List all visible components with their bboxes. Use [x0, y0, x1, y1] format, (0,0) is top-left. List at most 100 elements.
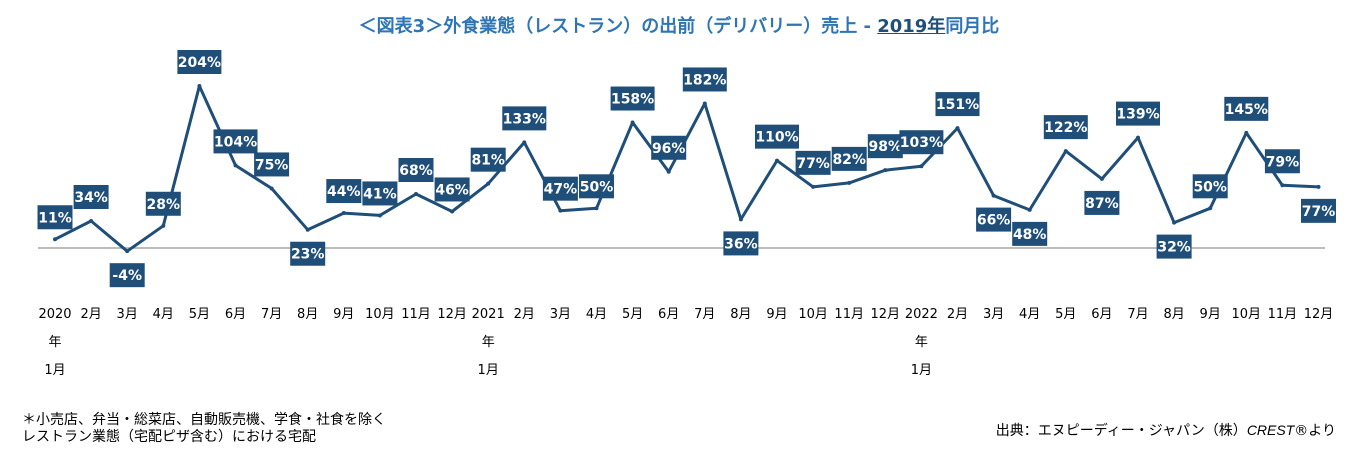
data-label-text: 145%	[1225, 102, 1268, 118]
data-label-text: 122%	[1044, 120, 1087, 136]
data-label-box	[755, 124, 799, 149]
x-tick-label: 11月	[834, 307, 864, 322]
x-tick-label: 2月	[947, 307, 968, 322]
data-label-box	[610, 86, 655, 111]
data-label: 139%	[1116, 101, 1160, 126]
data-label-box	[1043, 115, 1088, 140]
chart-title-year: 2019年	[877, 16, 946, 37]
x-tick-label: 5月	[622, 307, 643, 322]
data-label: 34%	[73, 185, 109, 209]
data-label-text: 182%	[683, 72, 726, 88]
data-point	[450, 209, 455, 214]
data-point	[738, 217, 743, 222]
x-tick-label: 2021 年 1月	[472, 307, 505, 378]
data-label-text: 139%	[1116, 107, 1159, 123]
data-label-text: 23%	[291, 247, 325, 263]
data-point	[161, 223, 166, 228]
data-label-box	[1264, 149, 1300, 174]
data-label: 79%	[1264, 149, 1300, 174]
data-label-box	[723, 231, 759, 256]
data-label: 48%	[1012, 221, 1048, 246]
data-point	[414, 192, 418, 196]
data-label-text: 82%	[832, 152, 866, 168]
data-label-box	[73, 185, 109, 209]
data-label-box	[976, 207, 1012, 232]
x-tick-label: 11月	[1268, 307, 1298, 322]
data-point	[305, 227, 310, 232]
data-label-box	[1301, 198, 1336, 223]
data-label-box	[502, 106, 547, 131]
footnote-line-2: レストラン業態（宅配ピザ含む）における宅配	[22, 429, 316, 445]
data-label-text: 44%	[327, 184, 361, 200]
data-point	[775, 158, 779, 163]
data-label: 50%	[1192, 174, 1228, 199]
data-point	[1208, 206, 1213, 211]
data-label: 103%	[899, 130, 944, 155]
data-label: 98%	[867, 134, 903, 159]
data-point	[1244, 130, 1249, 135]
data-label-text: 34%	[74, 190, 108, 206]
x-tick-label: 12月	[1304, 307, 1334, 322]
data-label: 75%	[254, 152, 290, 177]
x-tick-label: 3月	[983, 307, 1004, 322]
data-label: 41%	[362, 181, 398, 206]
data-label-text: 48%	[1013, 227, 1047, 243]
x-tick-label: 11月	[401, 307, 431, 322]
source-credit: 出典：エヌピーディー・ジャパン（株）CREST®より	[996, 420, 1336, 440]
data-label: 151%	[935, 92, 980, 117]
data-label-text: 77%	[1302, 204, 1336, 220]
data-label: 50%	[579, 174, 614, 199]
data-label-text: 81%	[471, 153, 505, 169]
data-point	[89, 219, 94, 223]
x-tick-label: 7月	[694, 307, 715, 322]
data-point	[522, 140, 527, 145]
x-tick-label: 6月	[658, 307, 679, 322]
data-point	[991, 193, 996, 198]
data-label-text: 204%	[178, 55, 221, 71]
data-label: 66%	[976, 207, 1012, 232]
data-label-text: 36%	[724, 236, 758, 252]
x-tick-label: 5月	[1055, 307, 1076, 322]
x-tick-label: 12月	[437, 307, 467, 322]
data-point	[883, 168, 888, 173]
data-label: 204%	[177, 50, 222, 74]
data-label-box	[145, 191, 181, 216]
data-point	[233, 163, 238, 168]
data-label: 47%	[542, 176, 578, 201]
x-tick-label: 8月	[297, 307, 318, 322]
source-prefix: 出典：エヌピーディー・ジャパン（株）	[995, 423, 1247, 439]
data-label-text: 47%	[544, 182, 578, 198]
data-point	[269, 186, 274, 191]
data-label-text: 79%	[1266, 154, 1300, 170]
data-label-text: 66%	[977, 213, 1011, 229]
data-label: 110%	[755, 124, 799, 149]
x-tick-label: 2月	[514, 307, 535, 322]
x-tick-label: 7月	[1127, 307, 1148, 322]
data-label: 77%	[795, 150, 831, 175]
data-label-box	[398, 158, 434, 182]
data-point	[594, 206, 599, 211]
data-label-text: 104%	[214, 134, 257, 150]
data-point	[919, 164, 924, 169]
data-label-text: 28%	[147, 197, 181, 213]
data-point	[1027, 207, 1032, 212]
data-point	[1063, 149, 1068, 154]
chart-title-prefix: ＜図表3＞外食業態（レストラン）の出前（デリバリー）売上 -	[358, 16, 878, 37]
data-point	[558, 208, 563, 213]
data-label-box	[434, 177, 470, 202]
data-label-text: 50%	[580, 179, 614, 195]
data-label: 104%	[213, 129, 258, 154]
x-tick-label: 10月	[1232, 307, 1262, 322]
data-label: 158%	[610, 86, 655, 111]
data-label-text: 46%	[435, 182, 469, 198]
x-tick-label: 2020 年 1月	[38, 307, 71, 378]
data-label-box	[109, 263, 145, 288]
data-label-box	[899, 130, 944, 155]
data-label-text: 158%	[611, 92, 654, 108]
data-label-box	[1192, 174, 1228, 199]
data-label: 44%	[326, 179, 362, 204]
data-point	[666, 169, 671, 174]
data-label-box	[831, 146, 867, 171]
data-label-box	[470, 147, 506, 172]
data-label-box	[542, 176, 578, 201]
